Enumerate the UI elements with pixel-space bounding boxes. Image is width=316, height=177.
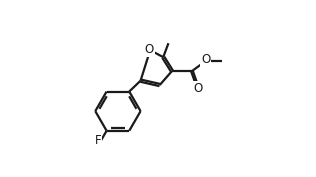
Text: F: F <box>94 134 101 147</box>
Text: O: O <box>201 53 210 66</box>
Text: O: O <box>145 43 154 56</box>
Text: O: O <box>193 82 203 95</box>
